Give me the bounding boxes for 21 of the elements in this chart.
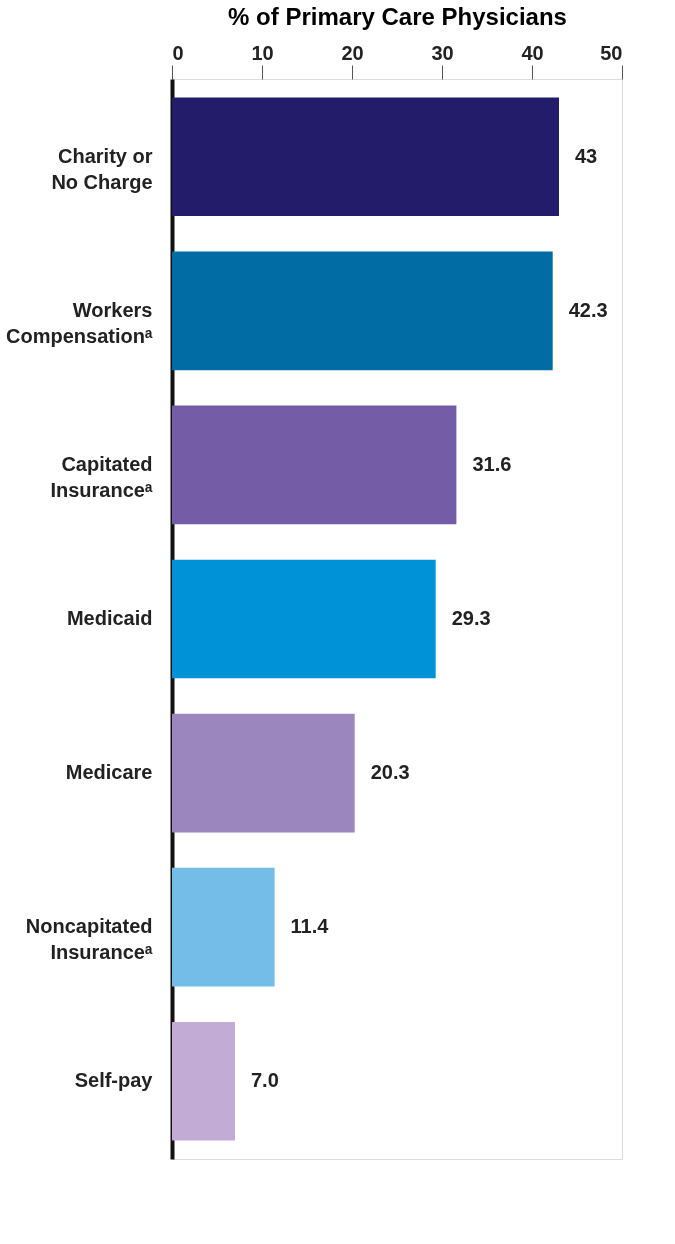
- data-label: 7.0: [251, 1069, 279, 1092]
- x-tick-label: 10: [251, 41, 274, 64]
- data-label: 29.3: [451, 607, 491, 629]
- x-tick-label: 40: [521, 41, 544, 64]
- x-tick-label: 0: [172, 41, 184, 64]
- data-label: 20.3: [370, 761, 410, 784]
- y-tick-label: Workers Compensationᵃ: [6, 298, 153, 347]
- x-tick-label: 30: [431, 41, 454, 64]
- data-label: 31.6: [472, 452, 512, 475]
- y-tick-label: Charity or No Charge: [51, 144, 153, 193]
- y-tick-label: Self-pay: [74, 1069, 154, 1092]
- y-tick-label: Medicare: [65, 761, 153, 784]
- x-tick-label: 20: [341, 41, 364, 64]
- data-label: 42.3: [568, 298, 608, 321]
- y-tick-label: Medicaid: [66, 607, 153, 629]
- x-tick-label: 50: [600, 41, 623, 64]
- data-label: 43: [575, 144, 598, 167]
- y-tick-label: Capitated Insuranceᵃ: [50, 452, 153, 501]
- y-tick-label: Noncapitated Insuranceᵃ: [25, 915, 153, 964]
- data-label: 11.4: [290, 915, 330, 938]
- x-axis-title: % of Primary Care Physicians: [228, 2, 567, 30]
